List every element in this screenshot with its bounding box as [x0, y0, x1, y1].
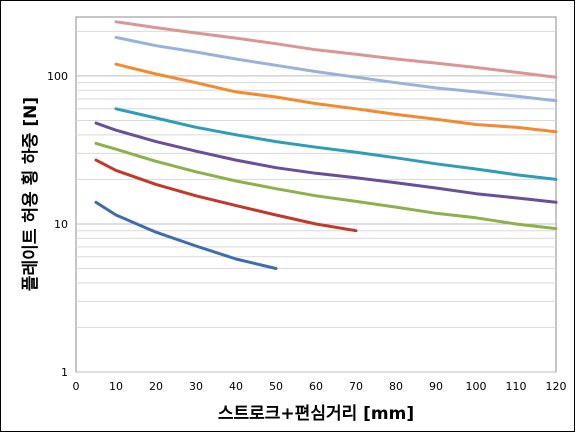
series-line-2 — [94, 158, 358, 233]
x-tick-label: 10 — [109, 380, 123, 393]
x-axis-title: 스트로크+편심거리 [mm] — [218, 404, 414, 424]
series-line-8 — [114, 20, 558, 79]
x-tick-label: 30 — [189, 380, 203, 393]
gridlines — [76, 30, 556, 373]
series-line-4 — [94, 121, 558, 204]
y-tick-label: 1 — [61, 366, 68, 379]
y-tick-label: 10 — [54, 218, 68, 231]
x-tick-labels: 0 10 20 30 40 50 60 70 80 90 100 110 120 — [73, 380, 567, 393]
series-line-3 — [94, 141, 558, 231]
x-tick-label: 110 — [506, 380, 527, 393]
x-tick-label: 120 — [546, 380, 567, 393]
x-tick-label: 40 — [229, 380, 243, 393]
series-line-7 — [114, 35, 558, 103]
series-lines — [94, 20, 558, 270]
y-tick-labels: 1 10 100 — [47, 70, 68, 379]
y-axis-title: 플레이트 허용 횡 하중 [N] — [21, 97, 41, 291]
x-tick-label: 80 — [389, 380, 403, 393]
x-tick-label: 70 — [349, 380, 363, 393]
x-tick-label: 0 — [73, 380, 80, 393]
series-line-6 — [114, 62, 558, 134]
x-tick-label: 90 — [429, 380, 443, 393]
x-tick-label: 20 — [149, 380, 163, 393]
series-line-1 — [94, 200, 278, 270]
x-tick-label: 100 — [466, 380, 487, 393]
x-tick-label: 60 — [309, 380, 323, 393]
x-tick-label: 50 — [269, 380, 283, 393]
y-tick-label: 100 — [47, 70, 68, 83]
series-line-5 — [114, 107, 558, 181]
